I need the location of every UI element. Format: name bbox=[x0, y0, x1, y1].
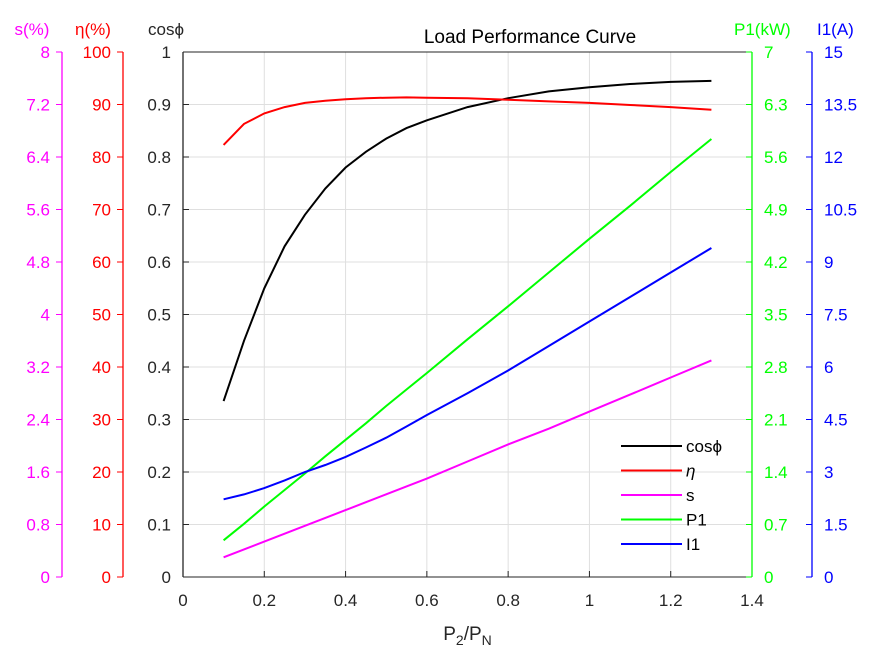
legend-label: I1 bbox=[686, 535, 700, 554]
eta-tick-label: 0 bbox=[102, 568, 111, 587]
series-line-eta bbox=[222, 96, 712, 146]
eta-tick-label: 100 bbox=[83, 43, 111, 62]
legend-item-eta: η bbox=[621, 462, 695, 481]
p1-axis-label: P1(kW) bbox=[734, 20, 791, 39]
legend-label: s bbox=[686, 486, 695, 505]
i1-tick-label: 12 bbox=[824, 148, 843, 167]
legend-label: η bbox=[686, 462, 695, 481]
x-tick-label: 1.4 bbox=[740, 591, 764, 610]
legend-item-p1: P1 bbox=[621, 511, 707, 530]
legend-item-cos: cosϕ bbox=[621, 437, 722, 456]
eta-tick-label: 40 bbox=[92, 358, 111, 377]
cos-tick-label: 0.1 bbox=[147, 516, 171, 535]
series-line-i1 bbox=[223, 247, 712, 501]
eta-tick-label: 70 bbox=[92, 201, 111, 220]
series-line-p1 bbox=[222, 138, 713, 542]
cos-tick-label: 0.2 bbox=[147, 463, 171, 482]
legend-item-i1: I1 bbox=[621, 535, 700, 554]
i1-tick-label: 9 bbox=[824, 253, 833, 272]
i1-tick-label: 3 bbox=[824, 463, 833, 482]
s-tick-label: 4 bbox=[41, 306, 50, 325]
p1-tick-label: 1.4 bbox=[764, 463, 788, 482]
cos-axis-label: cosϕ bbox=[148, 20, 184, 39]
series-line-s bbox=[223, 359, 712, 559]
s-axis-label: s(%) bbox=[15, 20, 50, 39]
x-tick-label: 0 bbox=[178, 591, 187, 610]
s-tick-label: 5.6 bbox=[26, 201, 50, 220]
series-line-cos bbox=[222, 79, 712, 402]
s-tick-label: 4.8 bbox=[26, 253, 50, 272]
p1-tick-label: 2.1 bbox=[764, 411, 788, 430]
eta-tick-label: 80 bbox=[92, 148, 111, 167]
eta-tick-label: 20 bbox=[92, 463, 111, 482]
i1-axis-label: I1(A) bbox=[817, 20, 854, 39]
cos-tick-label: 0.5 bbox=[147, 306, 171, 325]
chart-title: Load Performance Curve bbox=[424, 27, 636, 48]
s-tick-label: 0 bbox=[41, 568, 50, 587]
cos-tick-label: 1 bbox=[162, 43, 171, 62]
s-tick-label: 8 bbox=[41, 43, 50, 62]
p1-tick-label: 5.6 bbox=[764, 148, 788, 167]
legend-label: cosϕ bbox=[686, 437, 722, 456]
legend-item-s: s bbox=[621, 486, 695, 505]
eta-tick-label: 30 bbox=[92, 411, 111, 430]
s-tick-label: 7.2 bbox=[26, 96, 50, 115]
cos-tick-label: 0.4 bbox=[147, 358, 171, 377]
cos-tick-label: 0.7 bbox=[147, 201, 171, 220]
p1-tick-label: 4.9 bbox=[764, 201, 788, 220]
eta-tick-label: 10 bbox=[92, 516, 111, 535]
i1-tick-label: 10.5 bbox=[824, 201, 857, 220]
legend: cosϕ ηs P1 I1 bbox=[621, 437, 722, 554]
x-tick-label: 0.4 bbox=[334, 591, 358, 610]
p1-tick-label: 2.8 bbox=[764, 358, 788, 377]
i1-tick-label: 1.5 bbox=[824, 516, 848, 535]
i1-tick-label: 4.5 bbox=[824, 411, 848, 430]
p1-tick-label: 3.5 bbox=[764, 306, 788, 325]
eta-tick-label: 50 bbox=[92, 306, 111, 325]
cos-tick-label: 0.6 bbox=[147, 253, 171, 272]
x-tick-label: 1 bbox=[585, 591, 594, 610]
i1-tick-label: 15 bbox=[824, 43, 843, 62]
series-lines bbox=[222, 79, 713, 559]
eta-tick-label: 90 bbox=[92, 96, 111, 115]
p1-tick-label: 0.7 bbox=[764, 516, 788, 535]
cos-tick-label: 0.3 bbox=[147, 411, 171, 430]
legend-label: P1 bbox=[686, 511, 707, 530]
s-tick-label: 6.4 bbox=[26, 148, 50, 167]
i1-tick-label: 0 bbox=[824, 568, 833, 587]
cos-tick-label: 0.8 bbox=[147, 148, 171, 167]
p1-tick-label: 6.3 bbox=[764, 96, 788, 115]
s-tick-label: 0.8 bbox=[26, 516, 50, 535]
grid bbox=[182, 51, 753, 578]
i1-tick-label: 13.5 bbox=[824, 96, 857, 115]
x-tick-label: 0.6 bbox=[415, 591, 439, 610]
s-tick-label: 3.2 bbox=[26, 358, 50, 377]
p1-tick-label: 4.2 bbox=[764, 253, 788, 272]
cos-tick-label: 0 bbox=[162, 568, 171, 587]
x-tick-label: 0.2 bbox=[252, 591, 276, 610]
s-tick-label: 2.4 bbox=[26, 411, 50, 430]
p1-tick-label: 7 bbox=[764, 43, 773, 62]
x-tick-label: 1.2 bbox=[659, 591, 683, 610]
cos-tick-label: 0.9 bbox=[147, 96, 171, 115]
eta-axis-label: η(%) bbox=[75, 20, 111, 39]
i1-tick-label: 6 bbox=[824, 358, 833, 377]
p1-tick-label: 0 bbox=[764, 568, 773, 587]
axes: 0 0.2 0.4 0.6 0.8 1 1.2 1.400.81.62.43.244.85.6… bbox=[15, 20, 858, 648]
x-axis-label: P2/PN bbox=[443, 624, 492, 648]
s-tick-label: 1.6 bbox=[26, 463, 50, 482]
x-tick-label: 0.8 bbox=[496, 591, 520, 610]
eta-tick-label: 60 bbox=[92, 253, 111, 272]
i1-tick-label: 7.5 bbox=[824, 306, 848, 325]
